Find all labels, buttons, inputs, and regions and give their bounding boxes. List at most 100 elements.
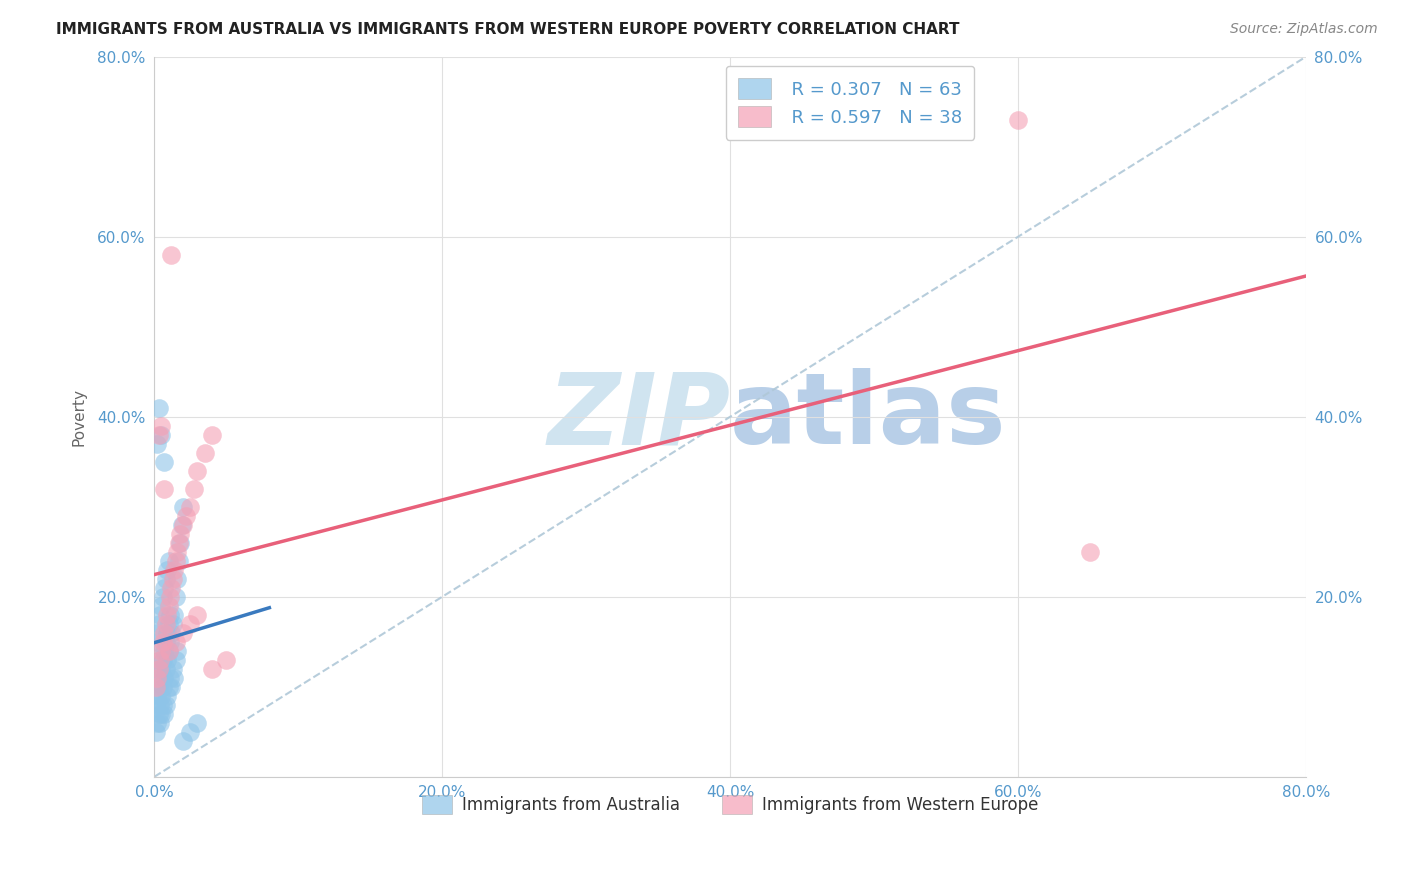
Point [162, 662, 184, 676]
Point [163, 671, 186, 685]
Point [186, 607, 208, 622]
Point [150, 599, 173, 613]
Point [148, 706, 170, 721]
Point [157, 554, 180, 568]
Point [146, 437, 169, 451]
Point [160, 625, 183, 640]
Point [148, 616, 170, 631]
Point [157, 599, 180, 613]
Point [159, 607, 181, 622]
Point [179, 616, 201, 631]
Point [148, 680, 170, 694]
Point [149, 715, 172, 730]
Text: ZIP: ZIP [547, 368, 730, 466]
Point [167, 554, 190, 568]
Point [153, 671, 176, 685]
Point [150, 427, 173, 442]
Point [157, 644, 180, 658]
Legend: Immigrants from Australia, Immigrants from Western Europe: Immigrants from Australia, Immigrants fr… [411, 783, 1050, 826]
Point [148, 401, 170, 415]
Point [156, 689, 179, 703]
Point [155, 698, 177, 712]
Point [172, 500, 194, 514]
Point [169, 536, 191, 550]
Point [153, 625, 176, 640]
Point [156, 607, 179, 622]
Point [160, 248, 183, 262]
Point [152, 635, 174, 649]
Point [160, 680, 183, 694]
Text: atlas: atlas [730, 368, 1007, 466]
Point [179, 724, 201, 739]
Point [186, 715, 208, 730]
Point [149, 653, 172, 667]
Point [145, 635, 167, 649]
Point [153, 581, 176, 595]
Point [149, 671, 172, 685]
Point [155, 635, 177, 649]
Point [155, 662, 177, 676]
Point [150, 662, 173, 676]
Point [165, 653, 187, 667]
Point [152, 698, 174, 712]
Point [170, 517, 193, 532]
Point [153, 482, 176, 496]
Point [1007, 112, 1029, 127]
Point [159, 590, 181, 604]
Point [156, 563, 179, 577]
Point [162, 572, 184, 586]
Point [172, 625, 194, 640]
Point [186, 464, 208, 478]
Y-axis label: Poverty: Poverty [72, 388, 86, 446]
Point [145, 680, 167, 694]
Point [172, 734, 194, 748]
Point [179, 500, 201, 514]
Point [145, 698, 167, 712]
Point [166, 644, 188, 658]
Point [165, 590, 187, 604]
Point [153, 455, 176, 469]
Point [194, 446, 217, 460]
Point [167, 536, 190, 550]
Point [162, 616, 184, 631]
Point [166, 572, 188, 586]
Point [166, 545, 188, 559]
Point [148, 427, 170, 442]
Point [146, 625, 169, 640]
Point [146, 715, 169, 730]
Point [155, 572, 177, 586]
Point [169, 526, 191, 541]
Point [1078, 545, 1101, 559]
Point [163, 563, 186, 577]
Point [163, 607, 186, 622]
Point [153, 644, 176, 658]
Point [159, 671, 181, 685]
Point [150, 689, 173, 703]
Point [146, 689, 169, 703]
Point [165, 635, 187, 649]
Point [149, 607, 172, 622]
Point [146, 662, 169, 676]
Point [201, 427, 224, 442]
Point [174, 508, 197, 523]
Point [215, 653, 238, 667]
Point [156, 625, 179, 640]
Point [159, 635, 181, 649]
Point [150, 706, 173, 721]
Point [157, 616, 180, 631]
Point [146, 671, 169, 685]
Point [152, 653, 174, 667]
Text: IMMIGRANTS FROM AUSTRALIA VS IMMIGRANTS FROM WESTERN EUROPE POVERTY CORRELATION : IMMIGRANTS FROM AUSTRALIA VS IMMIGRANTS … [56, 22, 960, 37]
Point [160, 581, 183, 595]
Point [165, 554, 187, 568]
Point [148, 653, 170, 667]
Point [156, 653, 179, 667]
Point [150, 418, 173, 433]
Point [148, 662, 170, 676]
Point [145, 724, 167, 739]
Text: Source: ZipAtlas.com: Source: ZipAtlas.com [1230, 22, 1378, 37]
Point [149, 698, 172, 712]
Point [201, 662, 224, 676]
Point [152, 680, 174, 694]
Point [157, 644, 180, 658]
